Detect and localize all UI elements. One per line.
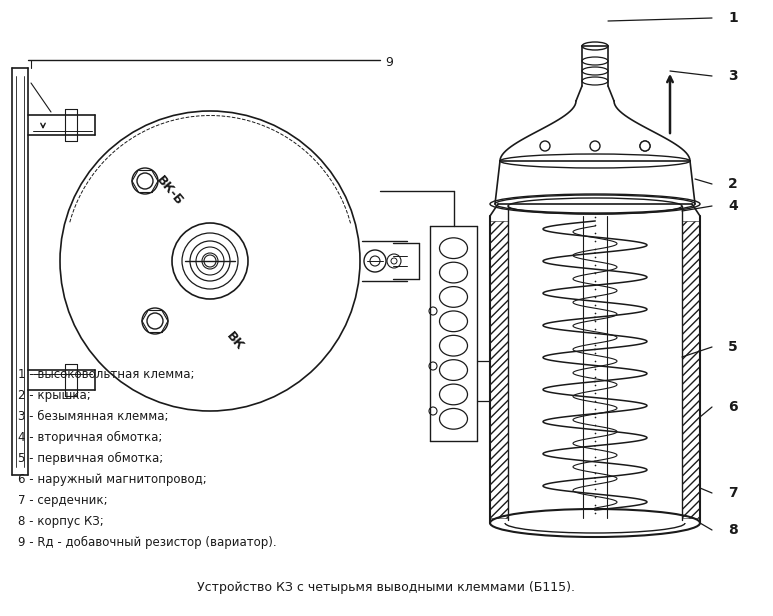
Circle shape [60, 111, 360, 411]
Text: 5 - первичная обмотка;: 5 - первичная обмотка; [18, 452, 163, 465]
Text: 8: 8 [728, 523, 737, 537]
Circle shape [540, 141, 550, 151]
Bar [490, 221, 508, 518]
Circle shape [640, 141, 650, 151]
Circle shape [640, 141, 650, 151]
Text: ВК: ВК [223, 330, 247, 353]
Bar [682, 221, 700, 518]
Circle shape [429, 307, 437, 315]
Circle shape [364, 250, 386, 272]
Circle shape [204, 255, 216, 267]
Text: 1 - высоковольтная клемма;: 1 - высоковольтная клемма; [18, 368, 195, 381]
Text: 6 - наружный магнитопровод;: 6 - наружный магнитопровод; [18, 473, 206, 486]
Text: ВК-Б: ВК-Б [154, 174, 186, 208]
Text: 2 - крышка;: 2 - крышка; [18, 389, 90, 402]
Text: 2: 2 [728, 177, 737, 191]
Circle shape [137, 173, 153, 189]
Circle shape [132, 168, 158, 194]
Text: 9 - Rд - добавочный резистор (вариатор).: 9 - Rд - добавочный резистор (вариатор). [18, 536, 277, 549]
Text: 3: 3 [728, 69, 737, 83]
Circle shape [387, 254, 401, 268]
Text: 1: 1 [728, 11, 737, 25]
Circle shape [429, 362, 437, 370]
Text: 4: 4 [728, 199, 737, 213]
Text: 4 - вторичная обмотка;: 4 - вторичная обмотка; [18, 431, 162, 444]
Circle shape [590, 141, 600, 151]
Circle shape [147, 313, 163, 329]
Text: 5: 5 [728, 340, 737, 354]
Text: 8 - корпус КЗ;: 8 - корпус КЗ; [18, 515, 104, 528]
Circle shape [142, 308, 168, 334]
Text: 7 - сердечник;: 7 - сердечник; [18, 494, 107, 507]
Circle shape [429, 407, 437, 415]
Text: 9: 9 [385, 55, 393, 68]
Text: Устройство КЗ с четырьмя выводными клеммами (Б115).: Устройство КЗ с четырьмя выводными клемм… [197, 581, 575, 594]
Text: 6: 6 [728, 400, 737, 414]
Text: 7: 7 [728, 486, 737, 500]
Text: 3 - безымянная клемма;: 3 - безымянная клемма; [18, 410, 169, 423]
